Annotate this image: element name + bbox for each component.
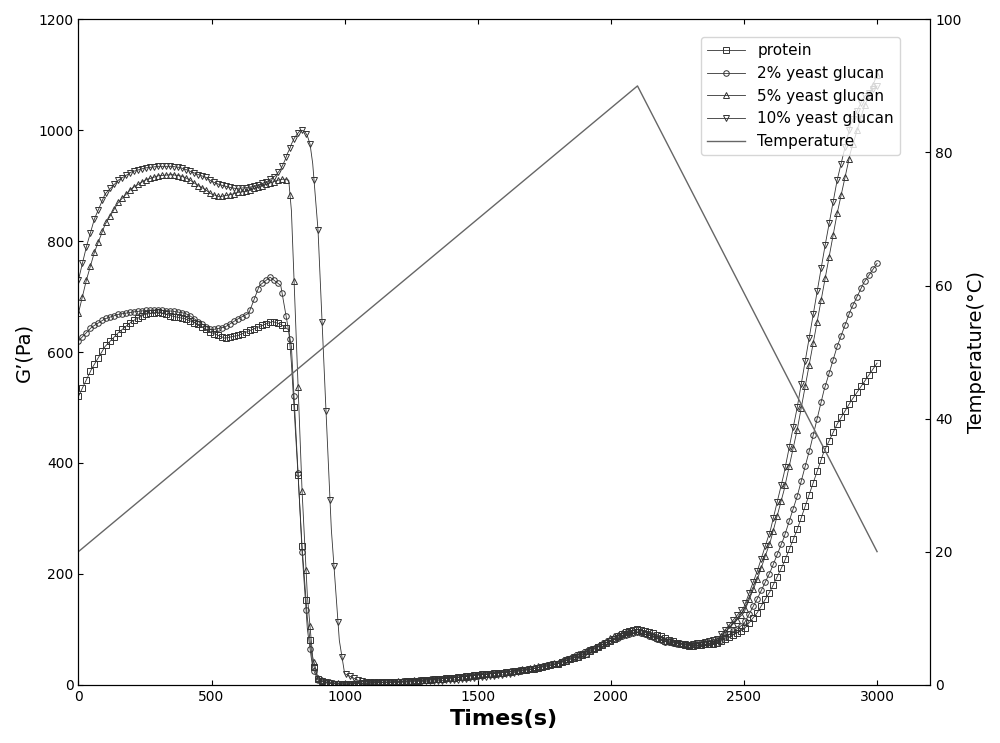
2% yeast glucan	[819, 382, 831, 391]
protein	[223, 333, 235, 342]
protein	[152, 308, 164, 317]
protein	[848, 392, 860, 400]
10% yeast glucan	[365, 678, 377, 687]
2% yeast glucan	[710, 639, 722, 648]
Y-axis label: G’(Pa): G’(Pa)	[14, 322, 33, 382]
2% yeast glucan	[337, 680, 349, 689]
Legend: protein, 2% yeast glucan, 5% yeast glucan, 10% yeast glucan, Temperature: protein, 2% yeast glucan, 5% yeast gluca…	[701, 37, 900, 155]
Line: Temperature: Temperature	[78, 86, 877, 551]
10% yeast glucan	[819, 241, 831, 250]
5% yeast glucan	[222, 191, 234, 200]
Y-axis label: Temperature(°C): Temperature(°C)	[967, 271, 986, 433]
2% yeast glucan	[871, 259, 883, 267]
5% yeast glucan	[336, 679, 348, 688]
5% yeast glucan	[819, 274, 831, 283]
2% yeast glucan	[72, 337, 84, 345]
protein	[820, 442, 832, 451]
5% yeast glucan	[710, 636, 722, 645]
10% yeast glucan	[871, 82, 883, 91]
5% yeast glucan	[339, 680, 351, 689]
protein	[339, 680, 351, 689]
Temperature	[871, 547, 883, 556]
Line: protein: protein	[76, 309, 880, 687]
protein	[123, 319, 135, 328]
X-axis label: Times(s): Times(s)	[450, 709, 558, 729]
2% yeast glucan	[847, 300, 859, 309]
Temperature	[631, 82, 643, 91]
10% yeast glucan	[847, 114, 859, 123]
10% yeast glucan	[336, 652, 348, 661]
10% yeast glucan	[72, 276, 84, 285]
Line: 2% yeast glucan: 2% yeast glucan	[76, 261, 880, 687]
10% yeast glucan	[123, 169, 135, 178]
2% yeast glucan	[222, 321, 234, 330]
2% yeast glucan	[336, 680, 348, 689]
protein	[333, 680, 345, 689]
protein	[72, 392, 84, 401]
5% yeast glucan	[847, 139, 859, 148]
Temperature	[72, 547, 84, 556]
Line: 5% yeast glucan: 5% yeast glucan	[76, 72, 880, 687]
5% yeast glucan	[871, 71, 883, 80]
5% yeast glucan	[72, 309, 84, 318]
2% yeast glucan	[123, 308, 135, 317]
5% yeast glucan	[123, 186, 135, 195]
Line: 10% yeast glucan: 10% yeast glucan	[76, 83, 880, 685]
protein	[711, 639, 723, 648]
10% yeast glucan	[222, 182, 234, 191]
protein	[871, 359, 883, 368]
10% yeast glucan	[710, 635, 722, 644]
